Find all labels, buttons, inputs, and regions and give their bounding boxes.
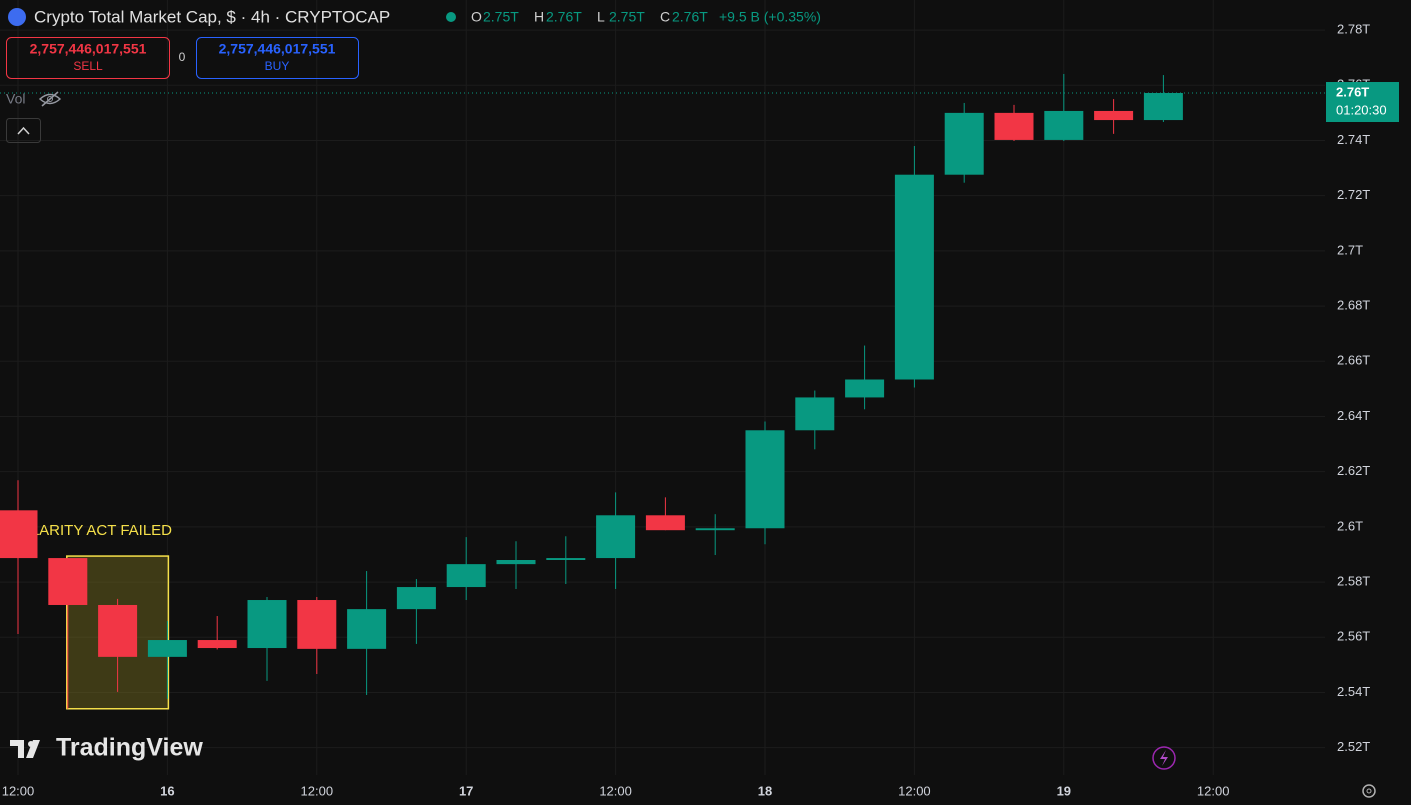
candle-body xyxy=(894,174,934,380)
last-price-box xyxy=(1326,82,1399,123)
y-tick-label: 2.56T xyxy=(1337,629,1370,644)
x-tick-label: 12:00 xyxy=(898,783,931,798)
ohlc-key: L xyxy=(597,9,605,25)
candle-body xyxy=(0,510,38,559)
ohlc-value: 2.76T xyxy=(672,9,708,25)
change: +9.5 B (+0.35%) xyxy=(719,9,821,25)
candle-body xyxy=(1143,93,1183,121)
ohlc-value: 2.75T xyxy=(609,9,645,25)
candle-body xyxy=(446,564,486,588)
y-tick-label: 2.66T xyxy=(1337,353,1370,368)
candle-body xyxy=(48,558,88,605)
ohlc-value: 2.75T xyxy=(483,9,519,25)
x-tick-label: 12:00 xyxy=(2,783,35,798)
candle-body xyxy=(496,559,536,565)
watermark: TradingView xyxy=(56,734,203,762)
ohlc-key: O xyxy=(471,9,482,25)
candle-body xyxy=(396,587,436,610)
candle-body xyxy=(247,600,287,649)
buy-price: 2,757,446,017,551 xyxy=(219,41,336,57)
sell-price: 2,757,446,017,551 xyxy=(30,41,147,57)
last-price: 2.76T xyxy=(1336,84,1369,99)
candle-body xyxy=(1094,110,1134,121)
plot: CLARITY ACT FAILED xyxy=(0,0,1325,775)
candle-body xyxy=(1044,110,1084,140)
y-tick-label: 2.64T xyxy=(1337,408,1370,423)
candle-body xyxy=(994,112,1034,140)
symbol-icon xyxy=(8,8,26,26)
sell-button[interactable] xyxy=(6,37,170,79)
countdown: 01:20:30 xyxy=(1336,102,1387,117)
x-tick-label: 18 xyxy=(758,783,772,798)
watermark-logo-dot xyxy=(28,741,34,747)
y-tick-label: 2.68T xyxy=(1337,298,1370,313)
x-tick-label: 12:00 xyxy=(1197,783,1230,798)
buy-button[interactable] xyxy=(196,37,359,79)
y-tick-label: 2.52T xyxy=(1337,739,1370,754)
alert-bolt xyxy=(1160,750,1168,766)
candle-body xyxy=(695,528,735,531)
y-tick-label: 2.54T xyxy=(1337,684,1370,699)
settings-icon-center xyxy=(1366,788,1372,794)
x-tick-label: 17 xyxy=(459,783,473,798)
candle-body xyxy=(944,112,984,175)
x-tick-label: 12:00 xyxy=(599,783,632,798)
ohlc-value: 2.76T xyxy=(546,9,582,25)
buy-label: BUY xyxy=(265,59,290,73)
ohlc-key: C xyxy=(660,9,670,25)
sell-label: SELL xyxy=(73,59,103,73)
candle-body xyxy=(197,640,237,649)
candle-body xyxy=(596,515,636,559)
y-tick-label: 2.7T xyxy=(1337,242,1363,257)
chart-title: Crypto Total Market Cap, $ · 4h · CRYPTO… xyxy=(34,7,390,26)
collapse-button[interactable] xyxy=(6,118,41,143)
candle-body xyxy=(845,379,885,398)
y-tick-label: 2.6T xyxy=(1337,518,1363,533)
candle-body xyxy=(147,640,187,657)
alert-icon[interactable] xyxy=(1152,746,1176,770)
hide-icon[interactable] xyxy=(38,91,62,107)
candle-body xyxy=(645,515,685,531)
candle-body xyxy=(795,397,835,431)
candle-body xyxy=(98,604,138,657)
y-tick-label: 2.74T xyxy=(1337,132,1370,147)
x-tick-label: 16 xyxy=(160,783,174,798)
volume-label: Vol xyxy=(6,91,25,107)
y-tick-label: 2.72T xyxy=(1337,187,1370,202)
y-tick-label: 2.78T xyxy=(1337,22,1370,37)
y-tick-label: 2.58T xyxy=(1337,574,1370,589)
candle-body xyxy=(546,558,586,560)
ohlc-key: H xyxy=(534,9,544,25)
collapse-icon xyxy=(17,126,30,135)
spread: 0 xyxy=(179,50,186,64)
candle-body xyxy=(297,600,337,649)
settings-icon[interactable] xyxy=(1362,784,1376,798)
candle-body xyxy=(347,609,387,649)
y-tick-label: 2.62T xyxy=(1337,463,1370,478)
annotation-text: CLARITY ACT FAILED xyxy=(20,522,172,539)
status-dot xyxy=(446,12,456,22)
candle-body xyxy=(745,430,785,529)
x-tick-label: 19 xyxy=(1057,783,1071,798)
x-tick-label: 12:00 xyxy=(301,783,334,798)
